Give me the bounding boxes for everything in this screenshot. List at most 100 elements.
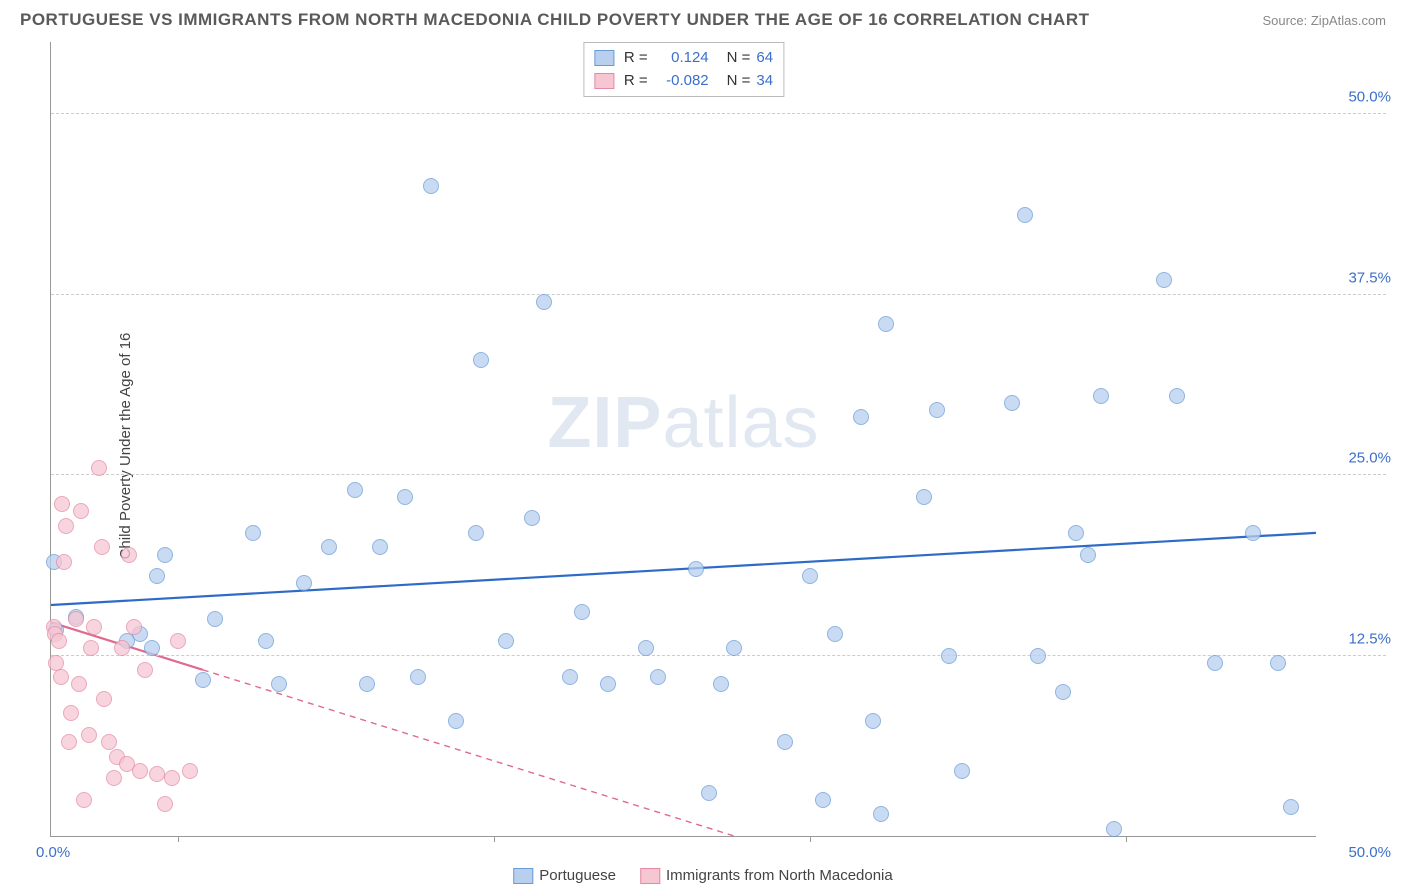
scatter-point (137, 662, 153, 678)
x-tick-mark (1126, 836, 1127, 842)
gridline (51, 113, 1386, 114)
watermark-bold: ZIP (547, 383, 662, 463)
scatter-point (1156, 272, 1172, 288)
scatter-point (81, 727, 97, 743)
x-tick-mark (178, 836, 179, 842)
x-tick-mark (494, 836, 495, 842)
scatter-point (58, 518, 74, 534)
x-tick-max: 50.0% (1348, 844, 1391, 861)
scatter-point (61, 734, 77, 750)
scatter-point (96, 691, 112, 707)
y-tick-label: 12.5% (1326, 630, 1391, 647)
scatter-point (73, 503, 89, 519)
scatter-point (132, 763, 148, 779)
scatter-point (448, 713, 464, 729)
scatter-point (726, 640, 742, 656)
y-tick-label: 25.0% (1326, 450, 1391, 467)
scatter-point (650, 669, 666, 685)
scatter-point (815, 792, 831, 808)
legend-item: Immigrants from North Macedonia (640, 867, 893, 884)
series-legend: Portuguese Immigrants from North Macedoni… (513, 867, 892, 884)
scatter-point (195, 672, 211, 688)
legend-swatch (594, 73, 614, 89)
correlation-legend: R =0.124N = 64R =-0.082N = 34 (583, 42, 784, 97)
legend-row: R =0.124N = 64 (594, 47, 773, 70)
scatter-point (468, 525, 484, 541)
scatter-point (638, 640, 654, 656)
scatter-point (536, 294, 552, 310)
scatter-point (53, 669, 69, 685)
scatter-point (1283, 799, 1299, 815)
scatter-point (182, 763, 198, 779)
scatter-point (701, 785, 717, 801)
scatter-point (929, 402, 945, 418)
watermark-light: atlas (662, 383, 819, 463)
scatter-point (106, 770, 122, 786)
legend-swatch (594, 50, 614, 66)
scatter-point (114, 640, 130, 656)
scatter-point (51, 633, 67, 649)
y-tick-label: 50.0% (1326, 89, 1391, 106)
scatter-point (878, 316, 894, 332)
legend-series-name: Portuguese (539, 867, 616, 884)
scatter-point (126, 619, 142, 635)
chart-plot-area: ZIPatlas R =0.124N = 64R =-0.082N = 34 0… (50, 42, 1316, 837)
scatter-point (347, 482, 363, 498)
scatter-point (56, 554, 72, 570)
scatter-point (1004, 395, 1020, 411)
scatter-point (71, 676, 87, 692)
x-tick-mark (810, 836, 811, 842)
scatter-point (916, 489, 932, 505)
scatter-point (164, 770, 180, 786)
scatter-point (63, 705, 79, 721)
scatter-point (321, 539, 337, 555)
scatter-point (1017, 207, 1033, 223)
scatter-point (149, 568, 165, 584)
scatter-point (688, 561, 704, 577)
scatter-point (1030, 648, 1046, 664)
gridline (51, 474, 1386, 475)
legend-item: Portuguese (513, 867, 616, 884)
legend-r-value: 0.124 (654, 47, 709, 70)
scatter-point (1093, 388, 1109, 404)
scatter-point (954, 763, 970, 779)
x-tick-min: 0.0% (36, 844, 70, 861)
scatter-point (562, 669, 578, 685)
scatter-point (410, 669, 426, 685)
scatter-point (1080, 547, 1096, 563)
scatter-point (207, 611, 223, 627)
legend-swatch (513, 868, 533, 884)
scatter-point (498, 633, 514, 649)
scatter-point (873, 806, 889, 822)
y-tick-label: 37.5% (1326, 269, 1391, 286)
scatter-point (1207, 655, 1223, 671)
legend-swatch (640, 868, 660, 884)
scatter-point (157, 796, 173, 812)
scatter-point (1106, 821, 1122, 837)
scatter-point (68, 611, 84, 627)
scatter-point (121, 547, 137, 563)
scatter-point (574, 604, 590, 620)
scatter-point (54, 496, 70, 512)
scatter-point (91, 460, 107, 476)
scatter-point (157, 547, 173, 563)
scatter-point (245, 525, 261, 541)
trend-lines (51, 42, 1316, 836)
scatter-point (372, 539, 388, 555)
scatter-point (524, 510, 540, 526)
watermark: ZIPatlas (547, 382, 819, 464)
scatter-point (853, 409, 869, 425)
legend-row: R =-0.082N = 34 (594, 70, 773, 93)
scatter-point (941, 648, 957, 664)
scatter-point (359, 676, 375, 692)
scatter-point (865, 713, 881, 729)
source-label: Source: ZipAtlas.com (1262, 13, 1386, 28)
legend-n-value: 64 (756, 47, 773, 70)
scatter-point (258, 633, 274, 649)
scatter-point (149, 766, 165, 782)
scatter-point (827, 626, 843, 642)
scatter-point (600, 676, 616, 692)
scatter-point (1169, 388, 1185, 404)
scatter-point (1055, 684, 1071, 700)
legend-n-label: N = (727, 47, 751, 70)
